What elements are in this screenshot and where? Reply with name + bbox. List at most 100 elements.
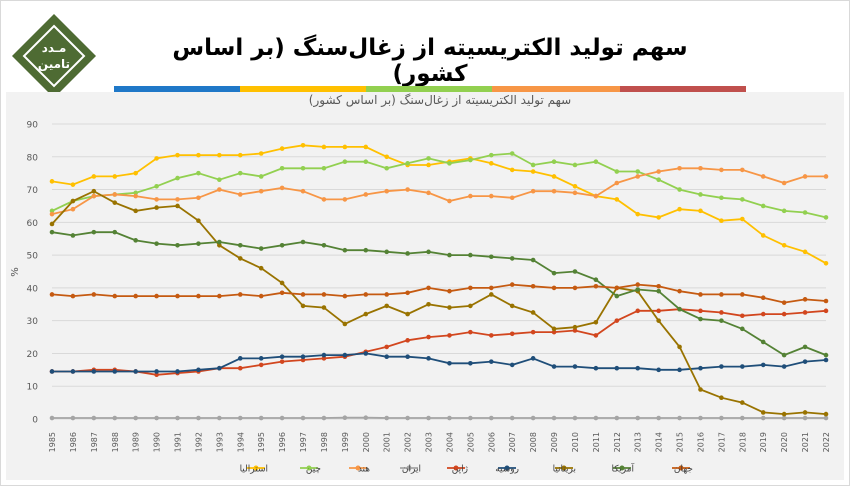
data-point — [593, 277, 599, 282]
x-tick-label: 1986 — [69, 432, 78, 452]
data-point — [405, 415, 410, 421]
data-point — [49, 221, 55, 227]
data-point — [279, 280, 285, 286]
data-point — [405, 311, 410, 317]
data-point — [614, 415, 620, 421]
legend-label: جهان — [674, 465, 693, 475]
data-point — [405, 251, 410, 256]
data-point — [760, 203, 766, 209]
y-tick-label: 90 — [27, 121, 39, 131]
data-point — [321, 305, 327, 310]
data-point — [279, 165, 285, 171]
data-point — [258, 151, 264, 156]
data-point — [91, 193, 97, 199]
data-point — [384, 344, 390, 350]
data-point — [175, 175, 180, 181]
data-point — [551, 270, 557, 276]
data-point — [91, 188, 97, 194]
data-point — [802, 297, 808, 302]
data-point — [133, 415, 138, 421]
data-point — [384, 354, 390, 360]
data-point — [530, 188, 536, 194]
data-point — [237, 292, 243, 297]
data-point — [426, 162, 431, 168]
data-point — [760, 174, 766, 179]
x-tick-label: 1991 — [174, 432, 183, 452]
data-point — [740, 364, 745, 369]
data-point — [384, 249, 390, 255]
y-axis-label: % — [10, 267, 21, 277]
data-point — [91, 174, 97, 179]
data-point — [279, 290, 285, 296]
data-point — [258, 188, 264, 194]
data-point — [468, 285, 473, 291]
data-point — [635, 169, 641, 174]
series — [49, 165, 829, 217]
data-point — [802, 359, 808, 364]
data-point — [321, 242, 327, 248]
data-point — [217, 152, 222, 158]
data-point — [237, 415, 243, 421]
data-point — [175, 293, 180, 299]
x-tick-label: 1998 — [320, 432, 329, 452]
data-point — [760, 311, 766, 317]
data-point — [175, 203, 180, 209]
data-point — [49, 211, 55, 217]
data-point — [509, 303, 515, 309]
data-point — [488, 152, 494, 158]
data-point — [196, 218, 201, 223]
x-tick-label: 1989 — [132, 432, 141, 452]
data-point — [321, 144, 327, 150]
x-tick-label: 2011 — [592, 432, 601, 452]
data-point — [70, 233, 76, 238]
color-bar-segment — [492, 86, 620, 92]
data-point — [426, 156, 431, 161]
data-point — [781, 180, 787, 186]
data-point — [154, 156, 159, 161]
data-point — [740, 216, 745, 222]
data-point — [509, 167, 515, 173]
data-point — [719, 415, 724, 421]
series-line — [52, 352, 827, 373]
color-bar-segment — [366, 86, 492, 92]
data-point — [49, 208, 55, 214]
data-point — [509, 282, 515, 287]
data-point — [217, 239, 222, 245]
data-point — [70, 206, 76, 212]
data-point — [321, 292, 327, 297]
data-point — [593, 320, 599, 325]
data-point — [593, 159, 599, 164]
legend-label: بریتانیا — [553, 465, 576, 475]
data-point — [614, 318, 620, 323]
data-point — [698, 387, 703, 392]
data-point — [802, 410, 808, 415]
data-point — [363, 351, 369, 356]
data-point — [447, 305, 452, 310]
data-point — [635, 365, 641, 371]
data-point — [237, 242, 243, 248]
x-tick-labels: 1985 1986 1987 1988 1989 1990 1991 1992 1993 1994… — [48, 432, 831, 452]
x-tick-label: 1995 — [257, 432, 266, 452]
data-point — [698, 165, 703, 171]
legend: استرالیا چین هند ایران ژاپن روسیه بریتانیا آمری… — [240, 463, 693, 475]
data-point — [740, 167, 745, 173]
legend-label: چین — [306, 465, 321, 475]
data-point — [237, 152, 243, 158]
data-point — [447, 333, 452, 338]
series — [49, 282, 829, 305]
chart-title: سهم تولید الکتریسیته از زغال‌سنگ (بر اسا… — [308, 93, 572, 107]
x-tick-label: 2015 — [676, 432, 685, 452]
data-point — [363, 144, 369, 150]
data-point — [781, 415, 787, 421]
x-tick-label: 2017 — [717, 432, 726, 452]
logo-line-2: تامین — [38, 57, 70, 71]
data-point — [279, 185, 285, 191]
x-tick-label: 2008 — [529, 432, 538, 452]
data-point — [321, 415, 327, 421]
x-tick-label: 2010 — [571, 432, 580, 452]
data-point — [133, 193, 138, 199]
series-line — [51, 231, 827, 357]
data-point — [698, 365, 703, 371]
data-point — [823, 261, 829, 266]
data-point — [300, 415, 306, 421]
